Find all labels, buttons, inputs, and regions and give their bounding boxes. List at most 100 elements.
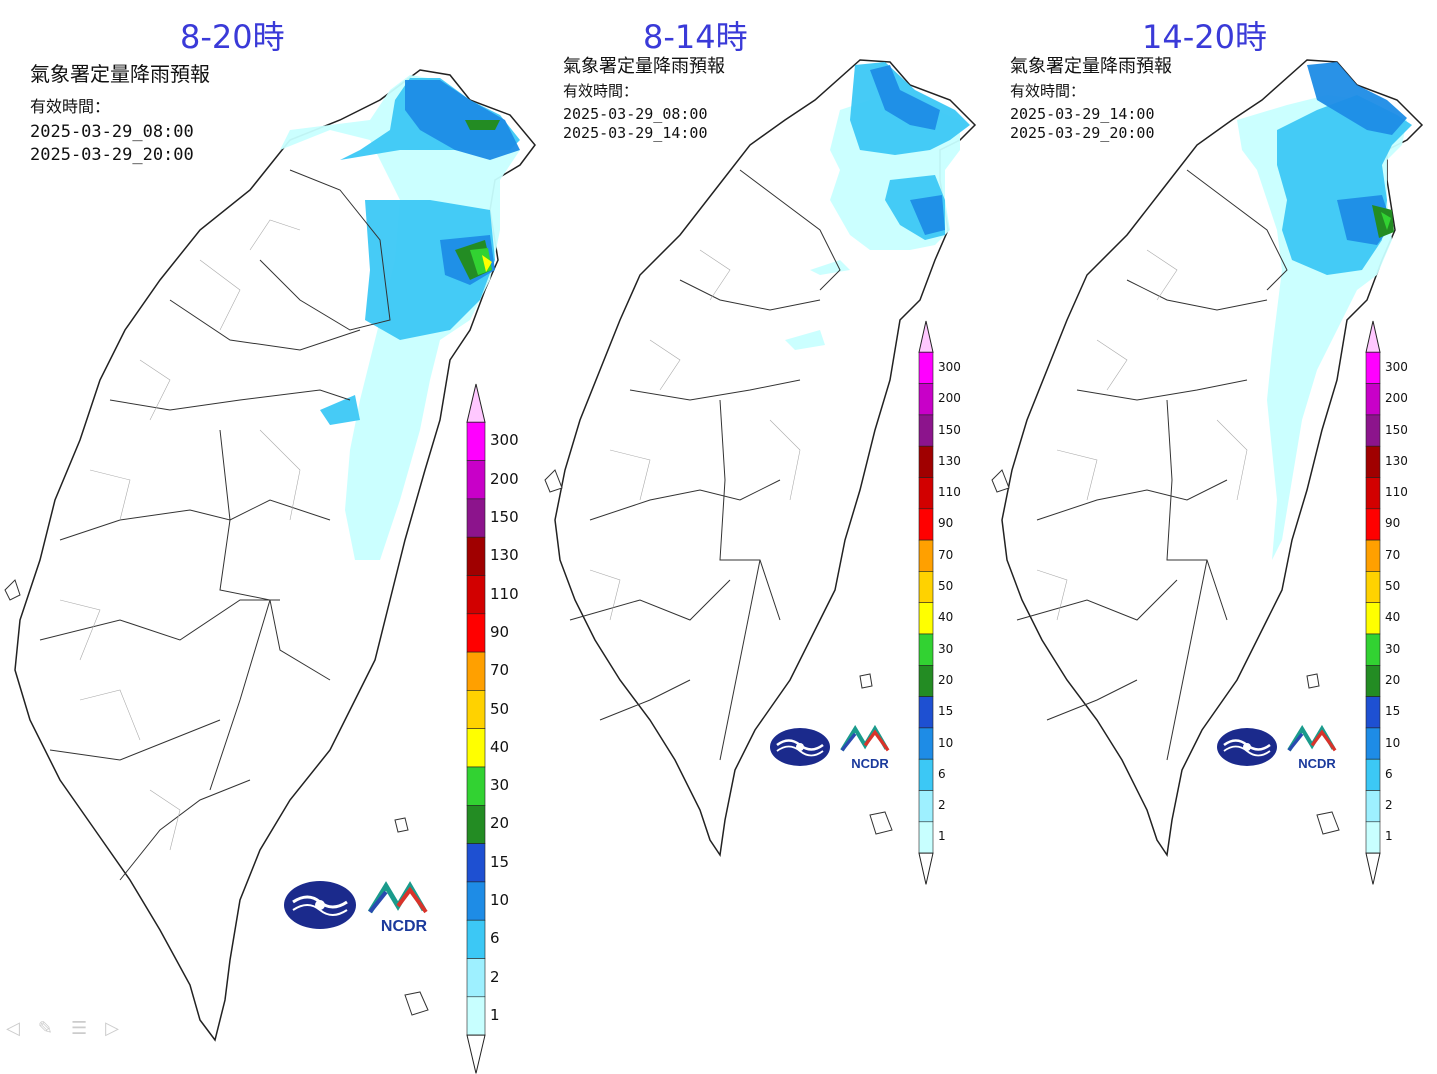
colorbar-segment-110 bbox=[918, 477, 934, 510]
colorbar-segment-200 bbox=[918, 383, 934, 416]
product-title: 氣象署定量降雨預報 bbox=[563, 56, 725, 77]
colorbar-segment-1 bbox=[466, 996, 486, 1036]
colorbar-label: 15 bbox=[938, 704, 954, 719]
colorbar-segment-40 bbox=[466, 728, 486, 768]
colorbar-label: 70 bbox=[938, 547, 954, 562]
colorbar-segment-70 bbox=[918, 539, 934, 572]
colorbar-segment-70 bbox=[1365, 539, 1381, 572]
panel-8-14: 8-14時 氣象署定量降雨預報 有效時間： 2025-03-29_08:00 2… bbox=[540, 0, 980, 1053]
colorbar-label: 30 bbox=[490, 776, 510, 795]
start-time: 2025-03-29_08:00 bbox=[563, 105, 708, 123]
rain-area-15 bbox=[1372, 205, 1394, 238]
end-time: 2025-03-29_14:00 bbox=[563, 124, 708, 142]
colorbar-label: 2 bbox=[938, 798, 946, 813]
arrow-right-icon[interactable]: ▷ bbox=[105, 1018, 119, 1039]
colorbar-bottom-tip bbox=[1365, 852, 1381, 885]
colorbar-label: 130 bbox=[938, 453, 961, 468]
colorbar-label: 1 bbox=[938, 829, 946, 844]
ncdr-logo: NCDR bbox=[367, 880, 440, 935]
colorbar-label: 90 bbox=[490, 622, 510, 641]
arrow-left-icon[interactable]: ◁ bbox=[6, 1018, 20, 1039]
product-title: 氣象署定量降雨預報 bbox=[30, 62, 210, 86]
ncdr-logo: NCDR bbox=[840, 724, 900, 771]
cwa-logo bbox=[284, 881, 356, 929]
colorbar-segment-50 bbox=[918, 571, 934, 603]
rain-area-20 bbox=[1381, 212, 1391, 230]
ncdr-text: NCDR bbox=[380, 918, 428, 935]
colorbar-segment-150 bbox=[918, 414, 934, 447]
colorbar-top-tip bbox=[1365, 320, 1381, 353]
colorbar-label: 70 bbox=[490, 661, 510, 680]
colorbar-top-tip bbox=[918, 320, 934, 353]
colorbar-segment-40 bbox=[918, 602, 934, 635]
rain-area-30 bbox=[482, 255, 492, 272]
start-time: 2025-03-29_08:00 bbox=[30, 122, 194, 142]
colorbar-label: 110 bbox=[490, 584, 519, 603]
rain-area-moderate bbox=[320, 78, 520, 425]
colorbar-segment-30 bbox=[918, 633, 934, 666]
panel-8-20: 8-20時 氣象署定量降雨預報 有效時間： 2025-03-29_08:00 2… bbox=[0, 0, 540, 1074]
taiwan-rain-map bbox=[991, 59, 1424, 858]
rain-area-light bbox=[785, 100, 960, 350]
colorbar-label: 30 bbox=[938, 641, 954, 656]
colorbar-segment-15 bbox=[466, 843, 486, 883]
colorbar-label: 300 bbox=[1385, 359, 1408, 374]
cwa-logo bbox=[770, 728, 830, 766]
colorbar-label: 50 bbox=[938, 579, 954, 594]
colorbar-label: 300 bbox=[490, 431, 519, 450]
colorbar-segment-1 bbox=[1365, 821, 1381, 854]
menu-icon[interactable]: ☰ bbox=[70, 1018, 88, 1039]
colorbar-label: 130 bbox=[490, 546, 519, 565]
colorbar-label: 70 bbox=[1385, 547, 1401, 562]
colorbar-segment-130 bbox=[918, 445, 934, 478]
colorbar-label: 20 bbox=[1385, 672, 1401, 687]
colorbar-segment-6 bbox=[918, 758, 934, 791]
colorbar-bottom-tip bbox=[466, 1034, 486, 1074]
orchid-island bbox=[1316, 811, 1340, 835]
ncdr-mountain-icon bbox=[840, 724, 890, 752]
colorbar-segment-2 bbox=[918, 790, 934, 823]
colorbar-label: 6 bbox=[1385, 766, 1393, 781]
colorbar-segment-6 bbox=[466, 919, 486, 959]
colorbar-label: 200 bbox=[1385, 391, 1408, 406]
colorbar-segment-10 bbox=[466, 881, 486, 921]
ncdr-mountain-icon bbox=[1287, 724, 1337, 752]
panel-14-20: 14-20時 氣象署定量降雨預報 有效時間： 2025-03-29_14:00 … bbox=[987, 0, 1427, 1053]
colorbar-segment-30 bbox=[1365, 633, 1381, 666]
product-title: 氣象署定量降雨預報 bbox=[1010, 56, 1172, 77]
colorbar-segment-130 bbox=[1365, 445, 1381, 478]
colorbar-segment-50 bbox=[466, 690, 486, 729]
ncdr-mountain-icon bbox=[367, 881, 428, 914]
colorbar-segment-110 bbox=[1365, 477, 1381, 510]
colorbar-label: 6 bbox=[938, 766, 946, 781]
colorbar-segment-300 bbox=[466, 421, 486, 461]
start-time: 2025-03-29_14:00 bbox=[1010, 105, 1155, 123]
colorbar-label: 10 bbox=[1385, 735, 1401, 750]
colorbar-segment-110 bbox=[466, 575, 486, 615]
penghu-island bbox=[4, 579, 21, 601]
colorbar-svg bbox=[918, 320, 934, 885]
penghu-island bbox=[544, 469, 563, 493]
colorbar-label: 40 bbox=[490, 737, 510, 756]
rain-area-15 bbox=[455, 120, 500, 280]
township-boundaries bbox=[1036, 249, 1248, 621]
colorbar-segment-30 bbox=[466, 766, 486, 806]
colorbar-label: 30 bbox=[1385, 641, 1401, 656]
county-boundaries bbox=[39, 169, 391, 881]
colorbar-label: 150 bbox=[490, 508, 519, 527]
colorbar-label: 200 bbox=[490, 469, 519, 488]
colorbar-label: 130 bbox=[1385, 453, 1408, 468]
colorbar-segment-130 bbox=[466, 536, 486, 576]
colorbar-segment-20 bbox=[1365, 664, 1381, 697]
colorbar-label: 15 bbox=[1385, 704, 1401, 719]
rain-area-heavy bbox=[870, 65, 945, 235]
taiwan-rain-map bbox=[544, 59, 977, 858]
colorbar-label: 10 bbox=[490, 891, 510, 910]
colorbar-segment-20 bbox=[466, 804, 486, 844]
colorbar-label: 90 bbox=[938, 516, 954, 531]
colorbar-label: 40 bbox=[938, 610, 954, 625]
colorbar-segment-90 bbox=[1365, 508, 1381, 541]
pen-icon[interactable]: ✎ bbox=[37, 1018, 53, 1039]
colorbar-segment-15 bbox=[918, 696, 934, 729]
colorbar-label: 50 bbox=[1385, 579, 1401, 594]
